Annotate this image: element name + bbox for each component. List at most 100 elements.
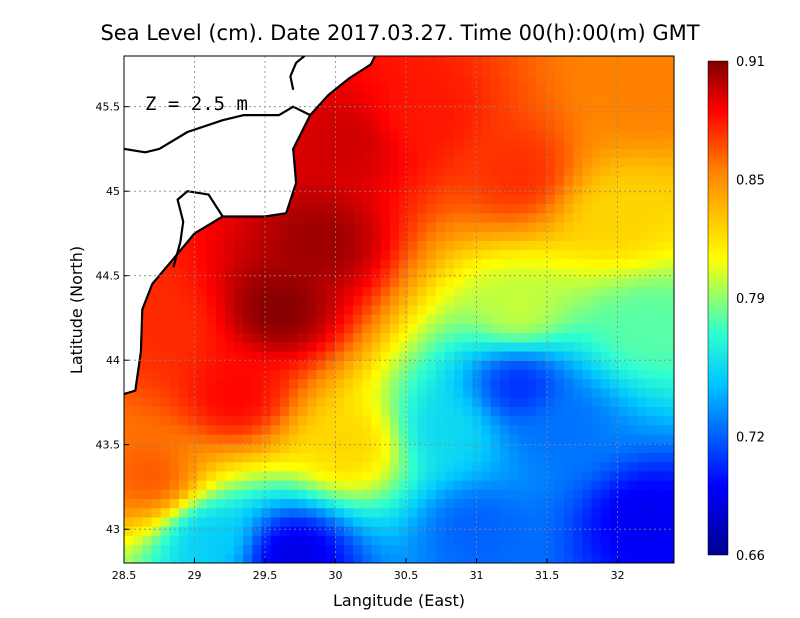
heat-cell	[389, 194, 400, 205]
heat-cell	[151, 332, 162, 343]
heat-cell	[582, 424, 593, 435]
heat-cell	[472, 157, 483, 168]
heat-cell	[655, 553, 666, 563]
heat-cell	[279, 231, 290, 241]
heat-cell	[334, 286, 345, 297]
heat-cell	[353, 102, 363, 112]
heat-cell	[334, 175, 345, 186]
heat-cell	[545, 83, 556, 94]
heat-cell	[197, 350, 208, 361]
heat-cell	[426, 424, 437, 435]
heat-cell	[142, 480, 153, 490]
heat-cell	[353, 277, 363, 288]
heat-cell	[545, 314, 556, 324]
heat-cell	[160, 332, 171, 343]
heat-cell	[646, 415, 657, 426]
heat-cell	[527, 415, 538, 426]
heat-cell	[664, 56, 674, 66]
heat-cell	[380, 489, 391, 500]
heat-cell	[334, 498, 345, 509]
heat-cell	[490, 249, 501, 260]
heat-cell	[481, 212, 492, 223]
y-tick-label: 43.5	[96, 439, 121, 452]
heat-cell	[399, 74, 409, 85]
heat-cell	[454, 111, 464, 122]
heat-cell	[252, 535, 263, 546]
heat-cell	[619, 332, 629, 343]
heat-cell	[573, 323, 583, 334]
heat-cell	[334, 507, 345, 518]
heat-cell	[417, 74, 428, 85]
heat-cell	[564, 369, 574, 380]
heat-cell	[215, 295, 226, 306]
heat-cell	[371, 166, 382, 177]
heat-cell	[426, 526, 437, 536]
heat-cell	[188, 553, 198, 563]
heat-cell	[133, 535, 143, 546]
heat-cell	[270, 443, 281, 453]
heat-cell	[481, 295, 492, 306]
heat-cell	[564, 433, 574, 444]
heat-cell	[435, 138, 446, 149]
heat-cell	[518, 480, 528, 490]
heat-cell	[609, 120, 620, 131]
heat-cell	[463, 406, 473, 417]
heat-cell	[545, 185, 556, 195]
heat-cell	[536, 175, 547, 186]
heat-cell	[426, 553, 437, 563]
heat-cell	[619, 424, 629, 435]
heat-cell	[444, 268, 455, 278]
heat-cell	[206, 258, 217, 269]
heat-cell	[334, 489, 345, 500]
heat-cell	[664, 194, 674, 205]
heat-cell	[380, 397, 391, 407]
heat-cell	[289, 470, 299, 481]
heat-cell	[591, 415, 602, 426]
heat-cell	[243, 461, 253, 472]
heat-cell	[133, 461, 143, 472]
heat-cell	[536, 304, 547, 315]
heat-cell	[591, 498, 602, 509]
heat-cell	[472, 304, 483, 315]
heat-cell	[490, 544, 501, 555]
heat-cell	[591, 507, 602, 518]
heat-cell	[637, 498, 648, 509]
heat-cell	[188, 443, 198, 453]
heat-cell	[215, 424, 226, 435]
heat-cell	[573, 157, 583, 168]
heat-cell	[518, 553, 528, 563]
heat-cell	[637, 304, 648, 315]
heat-cell	[408, 166, 418, 177]
heat-cell	[536, 166, 547, 177]
heat-cell	[490, 470, 501, 481]
heat-cell	[133, 544, 143, 555]
heat-cell	[270, 378, 281, 389]
heat-cell	[234, 406, 244, 417]
heat-cell	[527, 360, 538, 371]
heat-cell	[655, 535, 666, 546]
heat-cell	[408, 120, 418, 131]
heat-cell	[334, 360, 345, 371]
heat-cell	[362, 480, 373, 490]
heat-cell	[344, 212, 354, 223]
heat-cell	[509, 240, 519, 251]
heat-cell	[518, 268, 528, 278]
heat-cell	[518, 221, 528, 232]
heat-cell	[197, 341, 208, 352]
heat-cell	[454, 286, 464, 297]
heat-cell	[637, 397, 648, 407]
heat-cell	[444, 129, 455, 140]
heat-cell	[160, 535, 171, 546]
heat-cell	[619, 470, 629, 481]
heat-cell	[564, 212, 574, 223]
heat-cell	[362, 314, 373, 324]
heat-cell	[133, 452, 143, 463]
heat-cell	[664, 249, 674, 260]
heat-cell	[463, 175, 473, 186]
heat-cell	[362, 433, 373, 444]
heat-cell	[619, 231, 629, 241]
heat-cell	[435, 185, 446, 195]
heat-cell	[564, 194, 574, 205]
heat-cell	[591, 304, 602, 315]
heat-cell	[573, 498, 583, 509]
